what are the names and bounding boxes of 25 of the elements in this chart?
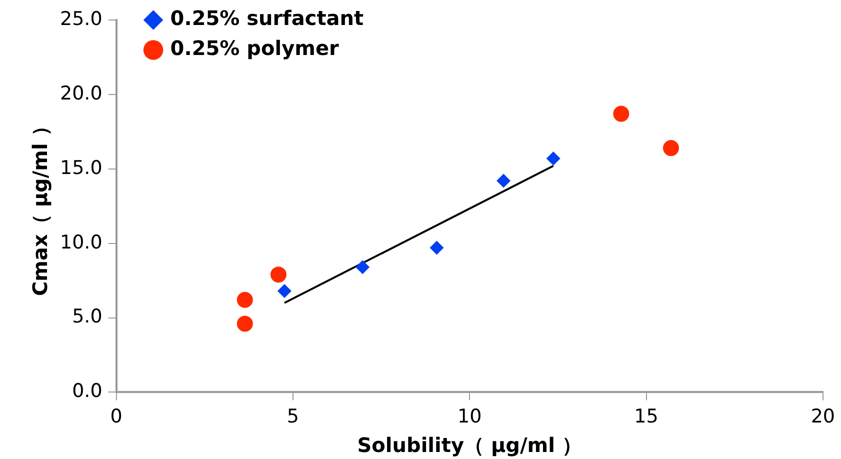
y-tick-label: 10.0 bbox=[60, 231, 102, 254]
point bbox=[236, 316, 253, 332]
y-tick-label: 5.0 bbox=[72, 306, 102, 328]
x-axis-title: Solubility（ μg/ml ） bbox=[357, 433, 582, 458]
point bbox=[546, 151, 560, 166]
point bbox=[496, 174, 511, 188]
x-tick-label: 10 bbox=[458, 406, 482, 428]
point bbox=[613, 106, 630, 122]
point bbox=[236, 292, 253, 308]
x-tick-label: 5 bbox=[286, 406, 300, 428]
x-tick-label: 15 bbox=[634, 406, 658, 428]
point bbox=[356, 260, 370, 274]
legend-label: 0.25% surfactant bbox=[170, 6, 364, 30]
y-tick-label: 15.0 bbox=[60, 156, 102, 179]
y-tick-label: 0.0 bbox=[72, 380, 102, 402]
legend-label: 0.25% polymer bbox=[170, 36, 340, 60]
y-tick-label: 20.0 bbox=[60, 82, 102, 104]
point bbox=[270, 266, 286, 283]
y-tick-label: 25.0 bbox=[60, 8, 102, 30]
point bbox=[277, 284, 292, 298]
point bbox=[430, 240, 444, 255]
y-axis-title: Cmax（ μg/ml ） bbox=[28, 116, 52, 296]
x-tick-label: 20 bbox=[810, 406, 836, 428]
x-tick-label: 0 bbox=[110, 406, 122, 428]
point bbox=[662, 140, 679, 156]
